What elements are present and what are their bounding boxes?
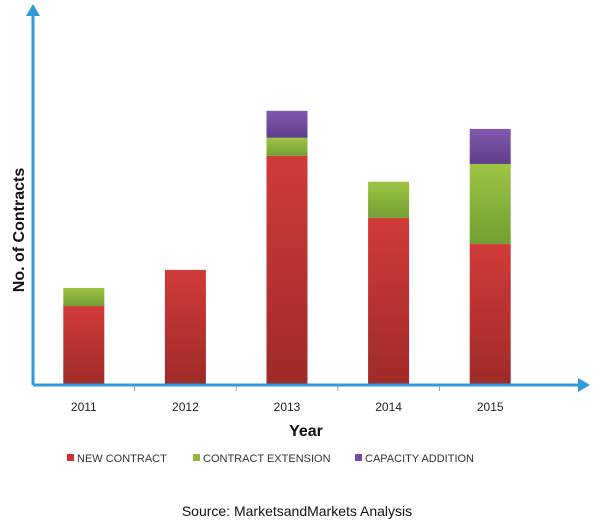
bar-new-contract-2015 <box>469 244 511 385</box>
bar-contract-extension-2014 <box>368 181 410 218</box>
y-axis-label: No. of Contracts <box>11 168 28 293</box>
bar-new-contract-2011 <box>63 306 105 385</box>
x-tick-label-2012: 2012 <box>172 400 199 414</box>
legend-label-1: CONTRACT EXTENSION <box>203 453 331 465</box>
x-tick-label-2011: 2011 <box>71 400 97 414</box>
y-axis-arrow <box>26 4 40 16</box>
x-axis-arrow <box>578 378 590 392</box>
bar-new-contract-2012 <box>164 269 206 385</box>
legend-label-0: NEW CONTRACT <box>77 453 167 465</box>
x-tick-label-2014: 2014 <box>375 400 402 414</box>
source-note: Source: MarketsandMarkets Analysis <box>182 503 412 519</box>
legend-swatch-2 <box>355 454 362 461</box>
x-ticks: 2011 2012 2013 2014 2015 <box>71 386 504 414</box>
bar-capacity-addition-2015 <box>469 128 511 164</box>
bar-contract-extension-2013 <box>266 137 308 156</box>
legend-swatch-1 <box>193 454 200 461</box>
bar-contract-extension-2015 <box>469 163 511 245</box>
legend-swatch-0 <box>67 454 74 461</box>
bar-new-contract-2014 <box>368 217 410 385</box>
axes <box>26 4 590 392</box>
bar-new-contract-2013 <box>266 155 308 385</box>
bars-group <box>63 110 511 385</box>
legend: NEW CONTRACT CONTRACT EXTENSION CAPACITY A… <box>67 453 474 465</box>
x-tick-label-2015: 2015 <box>477 400 504 414</box>
legend-label-2: CAPACITY ADDITION <box>365 453 474 465</box>
bar-contract-extension-2011 <box>63 287 105 307</box>
bar-capacity-addition-2013 <box>266 110 308 138</box>
x-axis-label: Year <box>289 423 323 440</box>
x-tick-label-2013: 2013 <box>274 400 301 414</box>
